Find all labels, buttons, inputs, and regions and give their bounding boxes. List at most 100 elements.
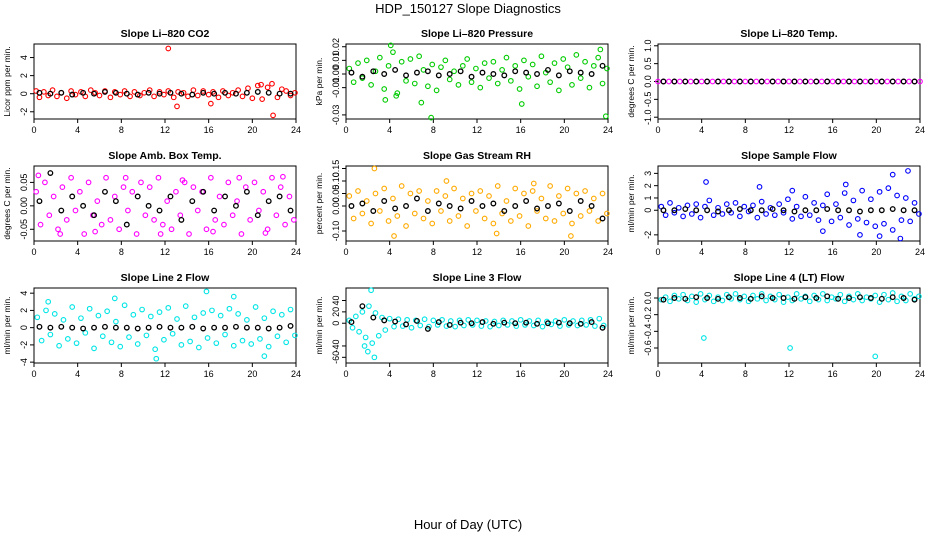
panel-2-hourly-point (457, 68, 464, 75)
panel-3-point (676, 78, 683, 85)
panel-7-point (213, 340, 220, 347)
panel-9-point (894, 298, 900, 305)
panel-6-point (902, 195, 909, 201)
panel-3-hourly-point (693, 78, 700, 85)
panel-2-xtick-label: 16 (516, 125, 526, 135)
panel-6-hourly-point (911, 207, 918, 214)
panel-2-point (573, 52, 580, 58)
panel-5-point (346, 193, 353, 199)
panel-6-xtick-label: 24 (915, 247, 925, 257)
panel-5-hourly-point (359, 200, 366, 207)
panel-5-ytick-label: 0.10 (331, 172, 341, 190)
panel-5-point (486, 193, 492, 199)
panel-4-point (125, 207, 131, 214)
panel-4-point (55, 226, 61, 233)
panel-9-hourly-point (671, 295, 678, 301)
panel-1-point (174, 103, 180, 110)
panel-9-ytick-label: 0.0 (643, 292, 653, 305)
panel-7-point (111, 295, 118, 302)
panel-5-point (464, 223, 471, 229)
panel-8-point (408, 324, 415, 331)
panel-2-hourly-point (577, 69, 584, 76)
panel-4-hourly-point (102, 188, 108, 195)
panel-7-point (130, 311, 137, 318)
panel-9-hourly-point (813, 295, 820, 301)
panel-5-hourly-point (468, 198, 475, 204)
panel-6-point (793, 203, 800, 210)
panel-9-point (841, 298, 848, 305)
panel-4-title: Slope Amb. Box Temp. (108, 150, 221, 162)
panel-9-point (700, 335, 707, 341)
panel-9-hourly-point (758, 293, 765, 300)
panel-9-hourly-point (857, 294, 863, 301)
panel-3-hourly-point (911, 78, 918, 85)
panel-7-hourly-point (222, 324, 228, 331)
panel-5-point (359, 210, 366, 217)
panel-9-point (806, 298, 813, 305)
panel-6-hourly-point (813, 207, 820, 214)
panel-5-hourly-point (435, 200, 442, 207)
panel-8-point (443, 323, 450, 329)
panel-6-xtick-label: 4 (699, 247, 704, 257)
panel-2-point (387, 42, 394, 49)
panel-9-ytick-label: -0.2 (643, 307, 653, 323)
panel-8-point (592, 323, 598, 329)
panel-4-point (46, 212, 53, 219)
panel-1-point (96, 92, 103, 99)
panel-5-point (494, 183, 501, 189)
panel-7-xtick-label: 16 (204, 369, 214, 379)
panel-5-hourly-point (566, 208, 573, 214)
panel-8-hourly-point (599, 324, 606, 331)
panel-3-xtick-label: 8 (743, 125, 748, 135)
panel-3-ytick-label: 1.0 (643, 40, 653, 53)
panel-1-point (165, 45, 172, 52)
panel-4-point (210, 228, 216, 235)
panel-9-point (872, 353, 879, 360)
panel-6-point (889, 171, 896, 178)
panel-4-point (133, 231, 140, 237)
panel-2-hourly-point (468, 73, 475, 80)
panel-4-point (122, 174, 129, 181)
panel-1-hourly-point (112, 89, 119, 96)
panel-3-frame (657, 43, 921, 120)
panel-5-hourly-point (446, 203, 453, 209)
panel-3-hourly-point (660, 78, 667, 85)
panel-3-xtick-label: 16 (828, 125, 838, 135)
panel-2-xtick-label: 24 (603, 125, 613, 135)
panel-1-xtick-label: 12 (160, 125, 170, 135)
panel-6-point (756, 184, 763, 190)
panel-9-hourly-point (867, 295, 874, 301)
panel-8-point (465, 316, 472, 323)
panel-5-hourly-point (381, 198, 388, 204)
panel-7-point (51, 311, 58, 317)
panel-9-point (667, 298, 673, 305)
panel-9-hourly-point (791, 295, 798, 302)
panel-5: Slope Gas Stream RH0 4 8 12 16 20 24-0.100.000… (314, 150, 613, 257)
panel-2-hourly-point (523, 69, 530, 76)
panel-6-point (758, 198, 765, 205)
panel-4-point (120, 184, 127, 190)
panel-4-hourly-point (178, 216, 185, 223)
panel-4-point (234, 198, 240, 205)
panel-9-point (758, 290, 765, 297)
panel-2-point (455, 82, 462, 88)
panel-6-hourly-point (835, 207, 842, 214)
panel-7-point (161, 336, 167, 343)
panel-5-ytick-label: 0.15 (331, 160, 341, 178)
panel-6-point (894, 192, 900, 199)
panel-1-point (107, 94, 114, 101)
panel-7-point (86, 305, 93, 312)
panel-4-point (212, 217, 219, 223)
panel-2-point (407, 56, 414, 62)
panel-4-point (146, 184, 153, 190)
panel-8-point (578, 317, 585, 324)
panel-7-point (104, 308, 110, 315)
panel-7-hourly-point (156, 323, 163, 330)
panel-4-ytick-label: -0.05 (19, 219, 29, 240)
panel-5-point (372, 190, 379, 197)
panel-1-point (208, 100, 214, 107)
panel-5-point (403, 223, 409, 229)
panel-4-hourly-point (265, 198, 272, 205)
